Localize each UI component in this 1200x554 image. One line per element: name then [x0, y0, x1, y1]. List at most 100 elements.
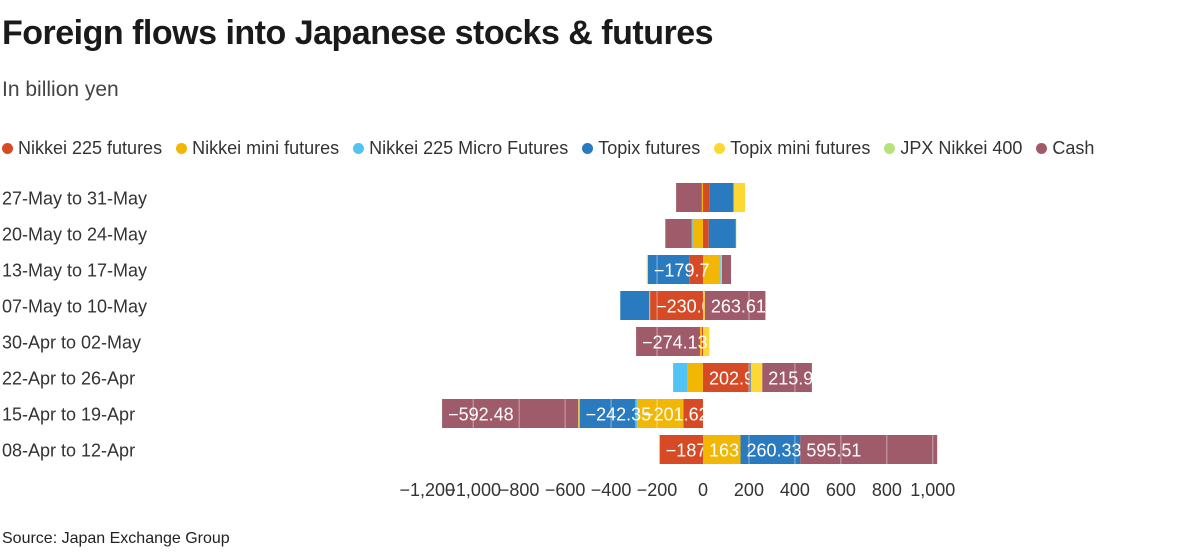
bar-segment [749, 363, 751, 392]
legend-swatch [2, 143, 13, 154]
x-tick-label: 0 [698, 480, 708, 500]
data-label: 260.33 [747, 441, 802, 461]
data-label: 595.51 [806, 441, 861, 461]
bar-segment [721, 255, 732, 284]
bar-segment [704, 291, 766, 320]
legend-item: Nikkei mini futures [176, 138, 339, 159]
legend-label: JPX Nikkei 400 [900, 138, 1023, 158]
x-tick-label: 1,000 [910, 480, 955, 500]
x-tick-label: −600 [545, 480, 586, 500]
bar-segment [703, 255, 721, 284]
bar-segment [700, 327, 702, 356]
bar-segment [733, 183, 746, 212]
x-tick-label: −400 [591, 480, 632, 500]
bar-segment [579, 399, 636, 428]
bar-segment [636, 327, 700, 356]
legend-label: Nikkei 225 futures [18, 138, 163, 158]
bar-segment [676, 183, 702, 212]
category-label: 08-Apr to 12-Apr [2, 441, 135, 461]
bar-segment [708, 219, 736, 248]
legend-swatch [176, 143, 188, 154]
bar-segment [650, 291, 703, 320]
legend-item: Topix mini futures [714, 138, 870, 159]
legend-swatch [1036, 143, 1048, 154]
legend-label: Topix mini futures [730, 138, 871, 158]
bar-segment [701, 327, 703, 356]
x-tick-label: −1,200 [399, 480, 455, 500]
data-label: −592.48 [448, 405, 514, 425]
x-tick-label: 800 [872, 480, 902, 500]
x-tick-label: 200 [734, 480, 764, 500]
x-tick-label: −800 [499, 480, 540, 500]
bar-segment [442, 399, 579, 428]
category-label: 07-May to 10-May [2, 297, 147, 317]
bar-segment [648, 291, 651, 320]
data-label: −242.35 [586, 405, 652, 425]
legend-item: Cash [1036, 138, 1094, 159]
legend-item: Nikkei 225 futures [2, 138, 162, 159]
bar-segment [659, 435, 703, 464]
bar-segment [703, 363, 750, 392]
legend-item: Nikkei 225 Micro Futures [353, 138, 568, 159]
bar-segment [689, 255, 703, 284]
bar-segment [703, 435, 741, 464]
legend-swatch [884, 143, 896, 154]
data-label: −201.62 [643, 405, 709, 425]
bar-segment [635, 399, 638, 428]
x-tick-label: 400 [780, 480, 810, 500]
bar-segment [735, 219, 737, 248]
x-tick-label: 600 [826, 480, 856, 500]
chart-title: Foreign flows into Japanese stocks & fut… [2, 14, 714, 52]
bar-segment [637, 399, 684, 428]
data-label: −274.13 [642, 333, 708, 353]
bar-segment [673, 363, 688, 392]
legend-label: Nikkei 225 Micro Futures [369, 138, 569, 158]
legend-item: Topix futures [582, 138, 700, 159]
category-label: 20-May to 24-May [2, 225, 147, 245]
bar-segment [720, 255, 722, 284]
bar-segment [762, 363, 812, 392]
x-tick-label: −200 [637, 480, 678, 500]
legend-swatch [714, 143, 726, 154]
category-label: 27-May to 31-May [2, 189, 147, 209]
category-label: 30-Apr to 02-May [2, 333, 141, 353]
chart-legend: Nikkei 225 futures Nikkei mini futures Nik… [2, 138, 1094, 159]
bar-segment [740, 435, 801, 464]
bar-segment [720, 255, 721, 284]
category-label: 15-Apr to 19-Apr [2, 405, 135, 425]
legend-label: Topix futures [598, 138, 701, 158]
bar-segment [709, 183, 734, 212]
data-label: −179.7 [654, 261, 710, 281]
legend-label: Nikkei mini futures [192, 138, 340, 158]
bar-segment [692, 219, 703, 248]
category-label: 22-Apr to 26-Apr [2, 369, 135, 389]
legend-swatch [353, 143, 365, 154]
bar-segment [703, 183, 710, 212]
bar-segment [699, 327, 701, 356]
bar-segment [683, 399, 703, 428]
data-label: 215.92 [768, 369, 823, 389]
bar-segment [658, 435, 660, 464]
bar-segment [687, 363, 703, 392]
legend-item: JPX Nikkei 400 [884, 138, 1022, 159]
bar-segment [646, 255, 648, 284]
chart-subtitle: In billion yen [2, 78, 119, 101]
data-label: 263.61 [711, 297, 766, 317]
source-note: Source: Japan Exchange Group [2, 530, 230, 547]
bar-segment [703, 327, 710, 356]
bar-segment [647, 255, 690, 284]
bar-segment [578, 399, 580, 428]
bar-segment [691, 219, 693, 248]
bar-segment [703, 291, 705, 320]
bar-segment [665, 219, 692, 248]
x-tick-label: −1,000 [445, 480, 501, 500]
legend-swatch [582, 143, 594, 154]
bar-segment [750, 363, 763, 392]
bar-segment [620, 291, 649, 320]
bar-segment [701, 183, 703, 212]
bar-segment [703, 219, 709, 248]
bar-segment [800, 435, 938, 464]
category-label: 13-May to 17-May [2, 261, 147, 281]
legend-label: Cash [1052, 138, 1095, 158]
